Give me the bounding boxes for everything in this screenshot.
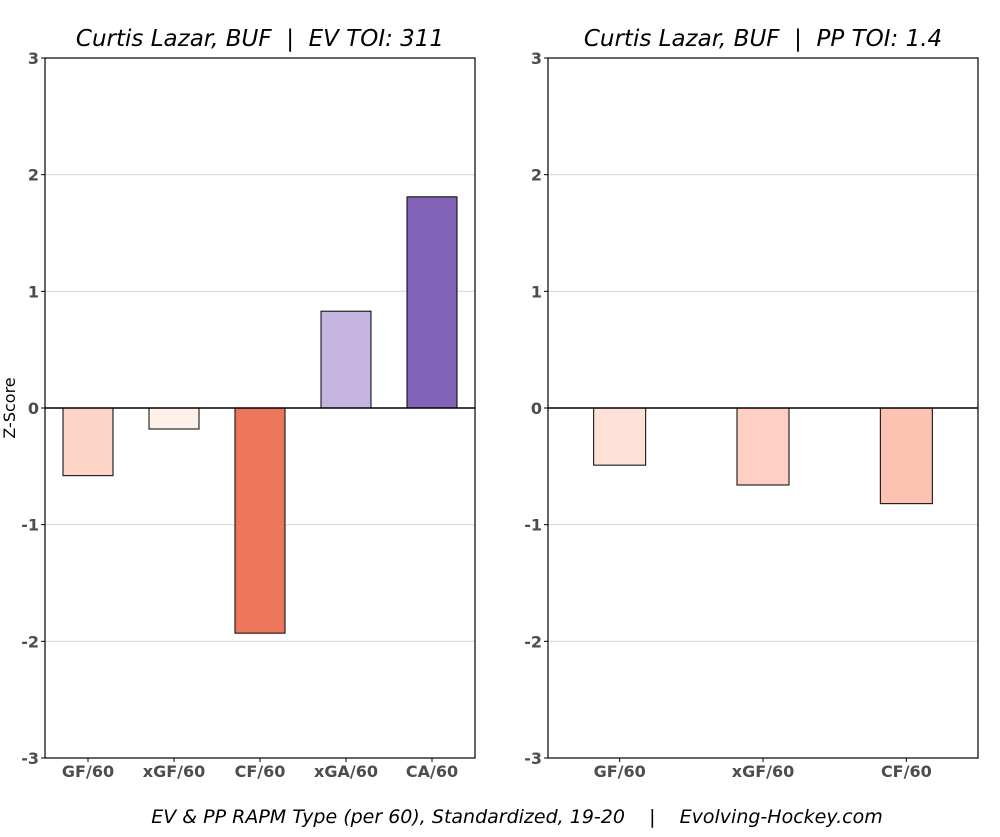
y-tick-label: 3: [531, 49, 542, 68]
x-tick-label: CA/60: [406, 762, 458, 781]
ev-panel: 3 2 1 0 -1 -2 -3 GF/60 xGF/60 CF/60 xGA/60 CA/60 Cur…: [0, 26, 476, 781]
bar-xgf-60: [736, 407, 790, 486]
y-tick-label: 1: [28, 282, 39, 301]
plot-frame: [547, 57, 979, 759]
y-tick-label: -1: [524, 516, 542, 535]
bar-gf-60: [62, 407, 114, 477]
x-tick-label: CF/60: [881, 762, 932, 781]
y-tick-label: 1: [531, 282, 542, 301]
panel-title: Curtis Lazar, BUF | EV TOI: 311: [76, 26, 444, 52]
y-tick-label: -3: [21, 749, 39, 768]
y-tick-label: -2: [21, 632, 39, 651]
x-tick-label: xGA/60: [314, 762, 378, 781]
bar-xga-60: [320, 310, 372, 409]
bar-xgf-60: [148, 407, 200, 430]
y-tick-label: -3: [524, 749, 542, 768]
panel-title: Curtis Lazar, BUF | PP TOI: 1.4: [584, 26, 942, 52]
bar-cf-60: [879, 407, 933, 505]
y-tick-label: 3: [28, 49, 39, 68]
x-tick-label: GF/60: [62, 762, 114, 781]
pp-panel: 3 2 1 0 -1 -2 -3 GF/60 xGF/60 CF/60 Curtis Lazar, …: [524, 26, 979, 781]
x-tick-label: GF/60: [594, 762, 646, 781]
figure-caption: EV & PP RAPM Type (per 60), Standardized…: [151, 806, 882, 828]
bar-cf-60: [234, 407, 286, 634]
y-tick-label: 2: [531, 166, 542, 185]
x-tick-label: CF/60: [235, 762, 286, 781]
bar-gf-60: [593, 407, 647, 466]
x-tick-label: xGF/60: [732, 762, 795, 781]
y-tick-label: -1: [21, 516, 39, 535]
bar-ca-60: [406, 196, 458, 409]
x-tick-label: xGF/60: [143, 762, 206, 781]
y-tick-label: 2: [28, 166, 39, 185]
y-tick-label: 0: [531, 399, 542, 418]
y-tick-label: 0: [28, 399, 39, 418]
y-axis-label: Z-Score: [0, 377, 19, 438]
y-tick-label: -2: [524, 632, 542, 651]
plot-frame: [44, 57, 476, 759]
